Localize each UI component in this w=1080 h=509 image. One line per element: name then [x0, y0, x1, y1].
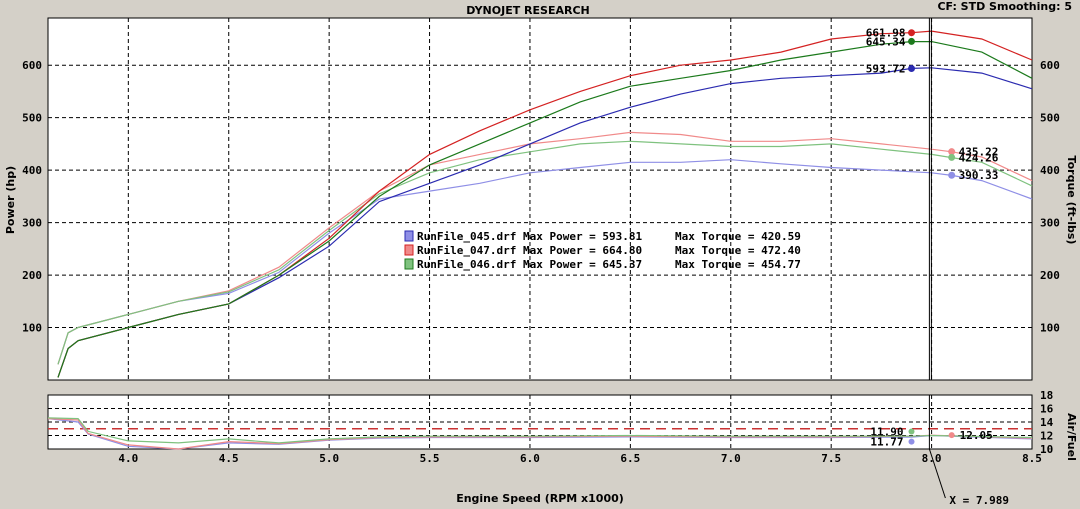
- x-tick-label: 6.5: [620, 452, 640, 465]
- power-value-label: 593.72: [866, 63, 906, 76]
- legend-swatch: [404, 258, 414, 270]
- x-axis-label: Engine Speed (RPM x1000): [456, 492, 624, 505]
- afr-value-label: 11.77: [870, 436, 903, 449]
- legend-entry: RunFile_046.drf Max Power = 645.37: [417, 258, 642, 271]
- y-tick-label-left: 200: [22, 269, 42, 282]
- afr-tick-label: 18: [1040, 389, 1053, 402]
- main-grid: [48, 18, 1032, 380]
- torque-value-label: 424.26: [959, 151, 999, 164]
- y-tick-label-right: 400: [1040, 164, 1060, 177]
- torque-line-RunFile_046.drf: [57, 140, 1033, 365]
- y-tick-label-left: 300: [22, 217, 42, 230]
- legend-torque: Max Torque = 472.40: [675, 244, 801, 257]
- y-axis-label-torque: Torque (ft-lbs): [1065, 156, 1078, 245]
- chart-title: DYNOJET RESEARCH: [466, 4, 589, 17]
- y-tick-label-left: 500: [22, 112, 42, 125]
- power-value-label: 661.98: [866, 27, 906, 40]
- afr-marker: [948, 432, 955, 439]
- legend-swatch: [404, 230, 414, 242]
- torque-marker: [948, 171, 956, 179]
- y-tick-label-left: 100: [22, 322, 42, 335]
- afr-value-label: 12.05: [960, 429, 993, 442]
- main-ticks: 4.0 4.5 5.0 5.5 6.0 6.5 7.0 7.5 8.0 8.5 100 200 300 4…: [22, 59, 1060, 465]
- legend-swatch: [404, 244, 414, 256]
- afr-marker: [908, 438, 915, 445]
- torque-marker: [948, 148, 956, 156]
- afr-marker: [908, 428, 915, 435]
- cursor-label-leader: [928, 448, 946, 499]
- power-line-RunFile_046.drf: [57, 40, 1033, 378]
- afr-grid: [48, 395, 1032, 449]
- torque-value-label: 390.33: [959, 169, 999, 182]
- x-tick-label: 4.5: [219, 452, 239, 465]
- afr-tick-label: 16: [1040, 403, 1054, 416]
- header-info: CF: STD Smoothing: 5: [937, 0, 1072, 13]
- y-tick-label-right: 200: [1040, 269, 1060, 282]
- legend-torque: Max Torque = 454.77: [675, 258, 801, 271]
- y-tick-label-right: 500: [1040, 112, 1060, 125]
- afr-tick-label: 12: [1040, 430, 1053, 443]
- x-tick-label: 6.0: [520, 452, 540, 465]
- legend: RunFile_045.drf Max Power = 593.81 Max To…: [404, 230, 801, 271]
- power-marker: [908, 37, 916, 45]
- x-tick-label: 8.5: [1022, 452, 1042, 465]
- power-marker: [908, 65, 916, 73]
- legend-entry: RunFile_045.drf Max Power = 593.81: [417, 230, 643, 243]
- x-tick-label: 8.0: [922, 452, 942, 465]
- torque-marker: [948, 153, 956, 161]
- x-tick-label: 5.5: [420, 452, 440, 465]
- y-axis-label-power: Power (hp): [4, 166, 17, 234]
- x-tick-label: 7.5: [821, 452, 841, 465]
- y-axis-label-afr: Air/Fuel: [1065, 413, 1078, 461]
- y-tick-label-left: 600: [22, 59, 42, 72]
- legend-entry: RunFile_047.drf Max Power = 664.80: [417, 244, 642, 257]
- y-tick-label-left: 400: [22, 164, 42, 177]
- afr-value-label: 11.90: [870, 425, 903, 438]
- x-tick-label: 7.0: [721, 452, 741, 465]
- y-tick-label-right: 100: [1040, 322, 1060, 335]
- legend-torque: Max Torque = 420.59: [675, 230, 801, 243]
- main-series: [57, 18, 1033, 380]
- x-tick-label: 5.0: [319, 452, 339, 465]
- power-marker: [908, 29, 916, 37]
- y-tick-label-right: 300: [1040, 217, 1060, 230]
- y-tick-label-right: 600: [1040, 59, 1060, 72]
- afr-line-RunFile_046.drf: [47, 417, 1033, 444]
- main-plot-area: [47, 17, 1033, 381]
- cursor-x-label: X = 7.989: [949, 494, 1009, 507]
- torque-value-label: 435.22: [959, 146, 999, 159]
- afr-tick-label: 10: [1040, 443, 1053, 456]
- power-value-label: 645.34: [866, 35, 906, 48]
- afr-series: [47, 395, 1033, 450]
- afr-line-RunFile_045.drf: [47, 418, 1033, 450]
- afr-tick-label: 14: [1040, 416, 1054, 429]
- x-tick-label: 4.0: [118, 452, 138, 465]
